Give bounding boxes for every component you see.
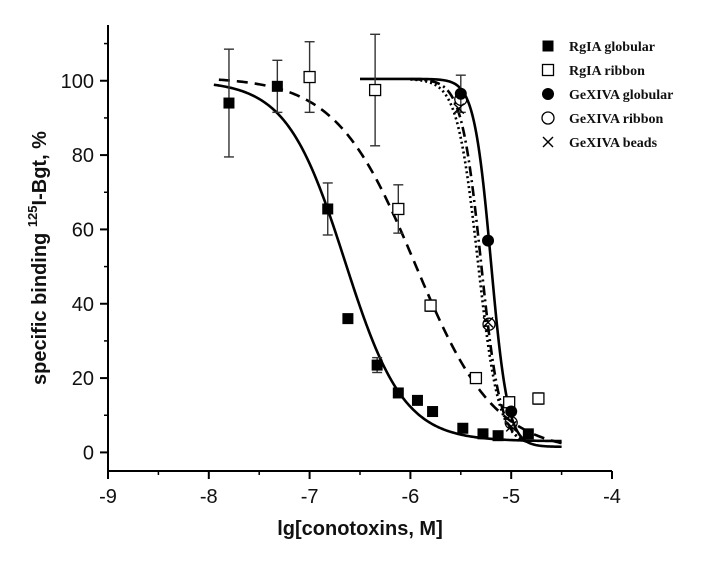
marker-shape [541, 63, 555, 77]
marker-shape [532, 392, 545, 405]
marker-stroke [542, 136, 554, 148]
marker-shape [454, 92, 468, 106]
data-point-rgia-ribbon [424, 299, 437, 312]
legend-label-rgia-ribbon: RgIA ribbon [569, 64, 645, 79]
data-point-gexiva-beads [482, 316, 494, 328]
y-axis-title-superscript: 125 [25, 205, 40, 227]
marker-shape [371, 359, 383, 371]
fit-curve-gexiva-beads [410, 78, 532, 445]
marker-shape [477, 428, 489, 440]
axes: -9 -8 -7 -6 -5 -4 0 20 40 60 80 100 [61, 25, 621, 508]
data-point-gexiva-globular [482, 234, 495, 247]
marker-shape [411, 394, 423, 406]
x-tick-label: -7 [301, 486, 319, 508]
marker-shape [492, 430, 504, 442]
data-point-gexiva-beads [453, 103, 465, 115]
data-point-rgia-globular [492, 430, 504, 442]
marker-shape [542, 88, 554, 100]
marker-shape [342, 313, 354, 325]
x-tick-label: -4 [603, 486, 621, 508]
fit-curve-gexiva-ribbon [410, 77, 532, 445]
marker-shape [303, 70, 316, 84]
marker-shape [505, 405, 518, 418]
y-tick-label: 60 [72, 219, 94, 241]
x-tick-label: -5 [502, 486, 520, 508]
data-point-rgia-globular [457, 422, 469, 434]
data-point-rgia-globular [392, 387, 404, 399]
x-tick-label: -6 [402, 486, 420, 508]
x-axis-title: lg[conotoxins, M] [277, 518, 443, 540]
marker-stroke [505, 420, 517, 432]
legend-marker-rgia-ribbon [541, 63, 555, 77]
marker-shape [392, 202, 405, 216]
marker-shape [223, 97, 235, 109]
legend-marker-rgia-globular [542, 40, 554, 52]
legend-label-gexiva-beads: GeXIVA beads [569, 136, 658, 151]
data-point-rgia-globular [342, 313, 354, 325]
marker-shape [482, 317, 496, 331]
y-axis-title: specific binding 125I-Bgt, % [25, 131, 51, 385]
fit-curve-gexiva-globular [360, 77, 562, 449]
data-point-rgia-globular [223, 97, 235, 109]
y-axis-title-prefix: specific binding [29, 227, 51, 385]
marker-shape [542, 40, 554, 52]
data-point-rgia-ribbon [469, 371, 483, 385]
x-tick-label: -8 [200, 486, 218, 508]
y-tick-label: 80 [72, 145, 94, 167]
data-point-rgia-globular [322, 203, 334, 215]
y-tick-label: 0 [83, 442, 94, 464]
legend-marker-gexiva-ribbon [541, 111, 555, 125]
marker-shape [392, 387, 404, 399]
legend-label-rgia-globular: RgIA globular [569, 40, 655, 55]
data-point-gexiva-ribbon [454, 92, 468, 106]
y-tick-label: 40 [72, 294, 94, 316]
data-points [223, 70, 545, 442]
y-axis-title-suffix: I-Bgt, % [29, 131, 51, 206]
data-point-rgia-ribbon [368, 83, 382, 97]
marker-shape [322, 203, 334, 215]
data-point-gexiva-ribbon [482, 317, 496, 331]
data-point-rgia-globular [411, 394, 423, 406]
x-tick-label: -9 [99, 486, 117, 508]
fit-curve-rgia-globular [213, 83, 562, 443]
marker-shape [504, 416, 518, 430]
y-tick-label: 100 [61, 71, 94, 93]
marker-stroke [482, 316, 494, 328]
data-point-gexiva-beads [505, 420, 517, 432]
legend-marker-gexiva-beads [542, 136, 554, 148]
marker-stroke [453, 103, 465, 115]
marker-shape [522, 428, 534, 440]
marker-shape [482, 234, 495, 247]
marker-shape [457, 422, 469, 434]
fit-curves [213, 77, 562, 449]
data-point-rgia-globular [427, 406, 439, 418]
data-point-rgia-globular [371, 359, 383, 371]
fit-curve-rgia-ribbon [218, 78, 562, 445]
marker-shape [427, 406, 439, 418]
y-tick-label: 20 [72, 368, 94, 390]
marker-shape [368, 83, 382, 97]
legend: RgIA globular RgIA ribbon GeXIVA globular G… [541, 40, 673, 151]
marker-shape [469, 371, 483, 385]
data-point-rgia-globular [477, 428, 489, 440]
legend-marker-gexiva-globular [542, 88, 554, 100]
legend-label-gexiva-globular: GeXIVA globular [569, 88, 673, 103]
data-point-rgia-globular [522, 428, 534, 440]
marker-shape [541, 111, 555, 125]
data-point-rgia-ribbon [392, 202, 405, 216]
legend-label-gexiva-ribbon: GeXIVA ribbon [569, 112, 663, 127]
marker-shape [424, 299, 437, 312]
data-point-gexiva-ribbon [504, 416, 518, 430]
data-point-rgia-ribbon [532, 392, 545, 405]
marker-shape [271, 80, 283, 92]
data-point-gexiva-globular [505, 405, 518, 418]
data-point-rgia-ribbon [303, 70, 316, 84]
data-point-rgia-globular [271, 80, 283, 92]
